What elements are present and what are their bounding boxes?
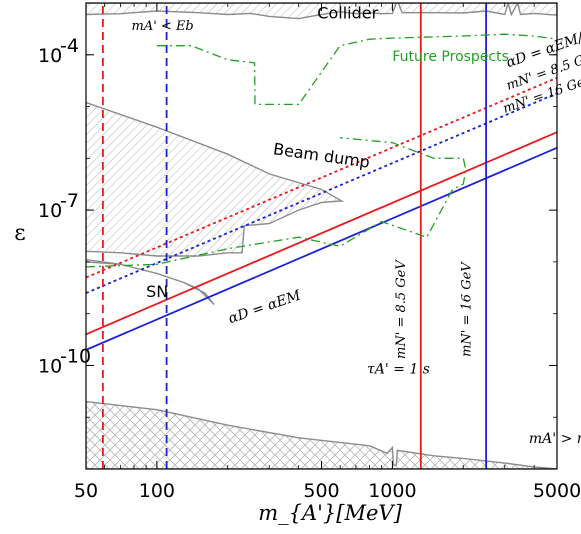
y-axis-label: ε bbox=[14, 221, 25, 246]
beam-dump-label: Beam dump bbox=[272, 139, 371, 171]
x-tick-label: 1000 bbox=[368, 480, 416, 502]
series-layer bbox=[86, 3, 557, 469]
alpha-em-label: αD = αEM bbox=[226, 287, 303, 327]
y-tick-label: 10 bbox=[38, 45, 62, 67]
ma-lt-eb-label: mA' < Eb bbox=[132, 19, 194, 34]
x-tick-label: 5000 bbox=[533, 480, 581, 502]
y-tick-exponent: -7 bbox=[60, 190, 79, 212]
mn-85-vert-label: mN' = 8.5 GeV bbox=[394, 259, 409, 359]
y-tick-exponent: -4 bbox=[60, 35, 79, 57]
series-line-4 bbox=[86, 92, 557, 294]
series-line-9 bbox=[156, 33, 557, 106]
collider-label: Collider bbox=[317, 4, 378, 23]
x-tick-label: 500 bbox=[303, 480, 339, 502]
series-line-10 bbox=[86, 137, 467, 268]
series-line-2 bbox=[86, 146, 557, 351]
y-tick-label: 10 bbox=[38, 200, 62, 222]
future-prospects-label: Future Prospects bbox=[392, 49, 509, 65]
x-tick-label: 50 bbox=[74, 480, 98, 502]
mn-16-vert-label: mN' = 16 GeV bbox=[460, 261, 475, 357]
tau-label: τA' = 1 s bbox=[367, 362, 430, 378]
x-tick-label: 100 bbox=[139, 480, 175, 502]
region-sn bbox=[86, 258, 215, 305]
x-axis-label: m_{A'}[MeV] bbox=[258, 501, 402, 525]
series-line-1 bbox=[86, 131, 557, 336]
series-line-3 bbox=[86, 76, 557, 279]
sn-label: SN bbox=[146, 282, 168, 301]
y-tick-label: 10 bbox=[38, 355, 62, 377]
region-beam-dump bbox=[86, 101, 345, 257]
ma-gt-mpi-label: mA' > mπ' bbox=[529, 431, 581, 447]
y-tick-exponent: -10 bbox=[60, 345, 91, 367]
region-tau-1s bbox=[86, 400, 557, 469]
